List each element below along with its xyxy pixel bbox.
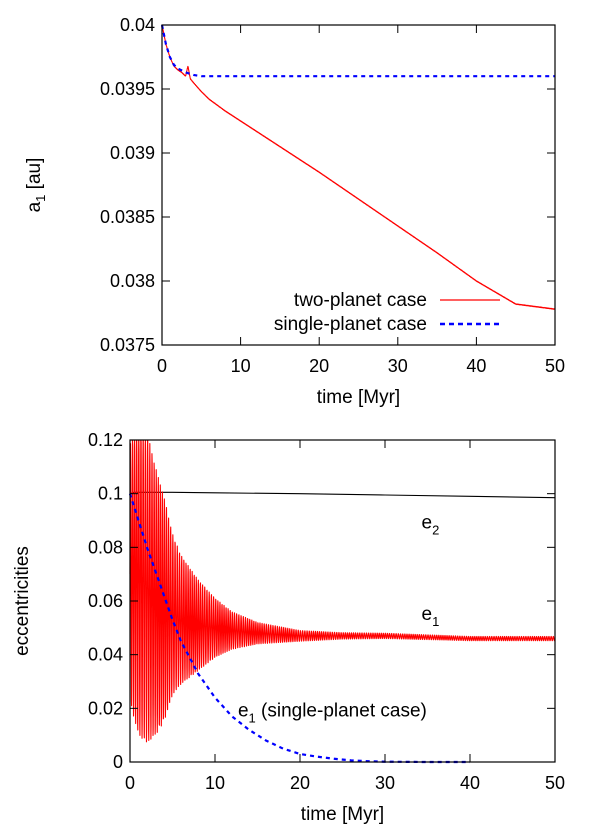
bottom-panel: 0 10 20 30 40 50 0 0.02 0.04 0.06 0.08 0.1 0.12 time… [12, 430, 565, 825]
top-plot-frame [161, 24, 556, 346]
bottom-series [128, 439, 556, 764]
y-tick-label: 0.0395 [100, 79, 155, 99]
x-tick-label: 10 [231, 356, 251, 376]
legend-label-two-planet: two-planet case [294, 290, 427, 311]
top-x-axis-label: time [Myr] [317, 387, 400, 408]
y-tick-label: 0.0385 [100, 207, 155, 227]
bottom-ticks: 0 10 20 30 40 50 0 0.02 0.04 0.06 0.08 0.1 0.12 [88, 430, 565, 793]
y-tick-label: 0.039 [110, 143, 155, 163]
x-tick-label: 30 [375, 773, 395, 793]
x-tick-label: 30 [388, 356, 408, 376]
top-series [160, 24, 556, 310]
x-tick-label: 0 [125, 773, 135, 793]
x-tick-label: 40 [466, 356, 486, 376]
top-y-axis-label: a1 [au] [24, 158, 48, 213]
y-tick-label: 0.12 [88, 430, 123, 450]
x-tick-label: 10 [205, 773, 225, 793]
legend-label-single-planet: single-planet case [274, 314, 427, 335]
x-tick-label: 0 [157, 356, 167, 376]
y-tick-label: 0.08 [88, 537, 123, 557]
bottom-x-axis-label: time [Myr] [301, 804, 384, 825]
annotation-e1: e1 [422, 604, 440, 629]
x-tick-label: 40 [460, 773, 480, 793]
top-panel: 0 10 20 30 40 50 0.0375 0.038 0.0385 0.039 0.0395 0… [24, 15, 565, 408]
top-legend: two-planet case single-planet case [274, 290, 500, 335]
y-tick-label: 0.04 [120, 15, 155, 35]
series-line-1-2 [128, 493, 470, 764]
x-tick-label: 50 [545, 356, 565, 376]
bottom-y-axis-label: eccentricities [12, 546, 33, 656]
y-tick-label: 0.1 [98, 484, 123, 504]
series-line-1-1 [129, 439, 556, 743]
y-tick-label: 0.0375 [100, 335, 155, 355]
series-line-1-0 [129, 491, 556, 499]
annotation-e1-single-planet: e1 (single-planet case) [238, 700, 427, 725]
y-tick-label: 0.02 [88, 698, 123, 718]
series-line-0-0 [161, 24, 556, 310]
y-tick-label: 0.038 [110, 271, 155, 291]
series-line-0-1 [160, 24, 555, 78]
annotation-e2: e2 [422, 513, 440, 538]
x-tick-label: 20 [290, 773, 310, 793]
x-tick-label: 20 [309, 356, 329, 376]
top-ticks: 0 10 20 30 40 50 0.0375 0.038 0.0385 0.039 0.0395 0… [100, 15, 565, 376]
y-tick-label: 0.06 [88, 591, 123, 611]
y-tick-label: 0 [113, 752, 123, 772]
y-tick-label: 0.04 [88, 645, 123, 665]
x-tick-label: 50 [545, 773, 565, 793]
